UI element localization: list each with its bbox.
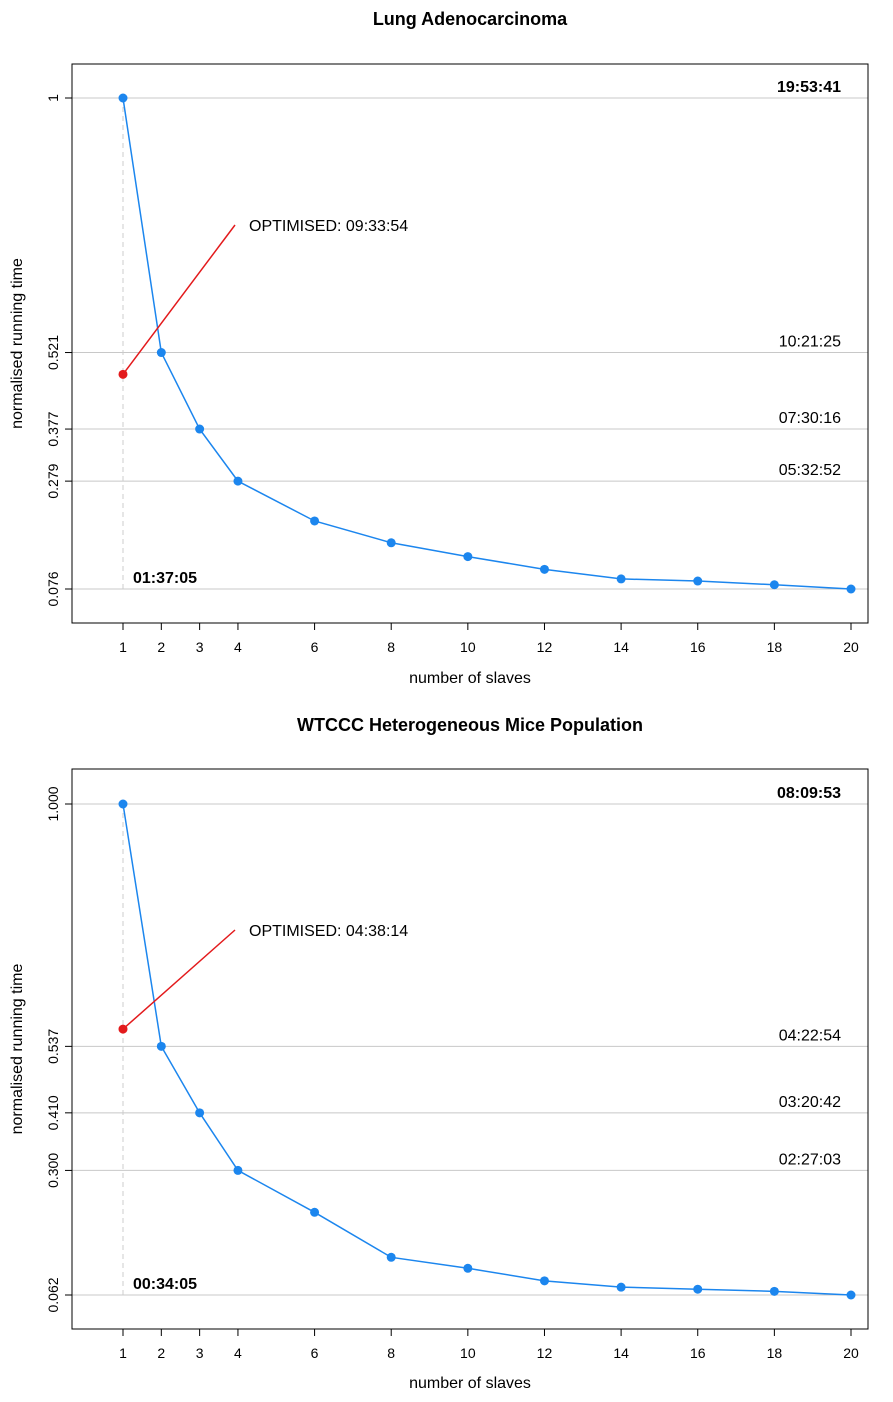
x-axis-label: number of slaves [409, 1375, 531, 1392]
chart-title: Lung Adenocarcinoma [373, 9, 568, 29]
time-label: 05:32:52 [779, 462, 841, 479]
x-tick-label: 8 [387, 639, 395, 655]
data-point [693, 1284, 703, 1294]
y-tick-label: 0.279 [45, 463, 61, 498]
optimised-label: OPTIMISED: 09:33:54 [249, 218, 408, 235]
x-tick-label: 6 [311, 1345, 319, 1361]
x-tick-label: 20 [843, 639, 859, 655]
data-point [616, 1282, 626, 1292]
data-point [233, 1165, 243, 1175]
y-tick-label: 0.076 [45, 571, 61, 606]
data-point [616, 574, 626, 584]
x-tick-label: 2 [157, 639, 165, 655]
y-tick-label: 0.410 [45, 1095, 61, 1130]
x-tick-label: 10 [460, 1345, 476, 1361]
x-tick-label: 4 [234, 639, 242, 655]
x-tick-label: 16 [690, 639, 706, 655]
x-tick-label: 3 [196, 1345, 204, 1361]
x-tick-label: 1 [119, 1345, 127, 1361]
x-tick-label: 10 [460, 639, 476, 655]
x-tick-label: 14 [613, 1345, 629, 1361]
time-label: 03:20:42 [779, 1094, 841, 1111]
data-point [118, 93, 128, 103]
plot-frame [71, 63, 869, 624]
time-label: 02:27:03 [779, 1151, 841, 1168]
data-point [386, 1252, 396, 1262]
x-tick-label: 12 [537, 1345, 553, 1361]
plot-frame [71, 768, 869, 1330]
data-point [846, 584, 856, 594]
y-tick-label: 0.062 [45, 1277, 61, 1312]
x-tick-label: 2 [157, 1345, 165, 1361]
data-point [463, 1263, 473, 1273]
x-tick-label: 4 [234, 1345, 242, 1361]
x-tick-label: 12 [537, 639, 553, 655]
optimised-label: OPTIMISED: 04:38:14 [249, 923, 408, 940]
x-tick-label: 18 [767, 639, 783, 655]
x-tick-label: 16 [690, 1345, 706, 1361]
optimised-leader-line [122, 929, 236, 1030]
chart-title: WTCCC Heterogeneous Mice Population [297, 715, 643, 735]
series-line [122, 803, 852, 1296]
x-tick-label: 1 [119, 639, 127, 655]
data-point [310, 1207, 320, 1217]
data-point [310, 516, 320, 526]
data-point [769, 1286, 779, 1296]
y-tick-label: 1.000 [45, 786, 61, 821]
data-point [463, 552, 473, 562]
data-point [846, 1290, 856, 1300]
optimised-leader-line [122, 224, 236, 375]
x-tick-label: 6 [311, 639, 319, 655]
x-tick-label: 18 [767, 1345, 783, 1361]
optimised-point [118, 369, 128, 379]
data-point [539, 564, 549, 574]
data-point [118, 799, 128, 809]
y-tick-label: 0.537 [45, 1029, 61, 1064]
time-label: 08:09:53 [777, 785, 841, 802]
data-point [539, 1276, 549, 1286]
min-time-label: 01:37:05 [133, 570, 197, 587]
data-point [693, 576, 703, 586]
data-point [769, 580, 779, 590]
time-label: 10:21:25 [779, 334, 841, 351]
y-tick-label: 0.521 [45, 335, 61, 370]
y-tick-label: 0.300 [45, 1153, 61, 1188]
data-point [233, 476, 243, 486]
data-point [386, 538, 396, 548]
y-tick-label: 0.377 [45, 411, 61, 446]
data-point [156, 1041, 166, 1051]
y-tick-label: 1 [45, 94, 61, 102]
optimised-point [118, 1024, 128, 1034]
min-time-label: 00:34:05 [133, 1276, 197, 1293]
time-label: 04:22:54 [779, 1027, 841, 1044]
data-point [195, 1108, 205, 1118]
x-axis-label: number of slaves [409, 670, 531, 687]
time-label: 07:30:16 [779, 410, 841, 427]
x-tick-label: 3 [196, 639, 204, 655]
x-tick-label: 8 [387, 1345, 395, 1361]
data-point [156, 348, 166, 358]
x-tick-label: 14 [613, 639, 629, 655]
data-point [195, 424, 205, 434]
time-label: 19:53:41 [777, 79, 841, 96]
series-line [122, 97, 852, 590]
y-axis-label: normalised running time [9, 258, 26, 429]
y-axis-label: normalised running time [9, 964, 26, 1135]
x-tick-label: 20 [843, 1345, 859, 1361]
